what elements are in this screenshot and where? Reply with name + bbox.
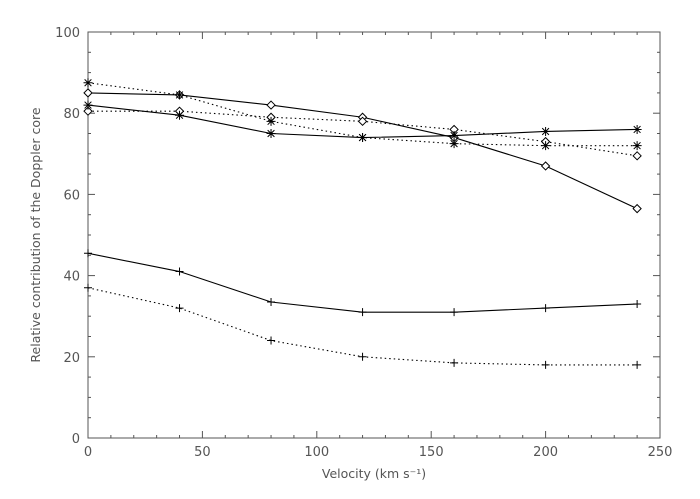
x-axis-label: Velocity (km s⁻¹) — [322, 466, 426, 481]
series-asterisk-dotted — [83, 78, 642, 151]
asterisk-marker — [449, 131, 459, 141]
plus-marker — [175, 267, 184, 276]
diamond-marker — [357, 116, 368, 127]
asterisk-marker — [632, 141, 642, 151]
diamond-marker — [632, 151, 642, 161]
asterisk-marker — [632, 124, 642, 134]
asterisk-marker — [266, 129, 276, 138]
diamond-marker — [83, 106, 93, 116]
asterisk-marker — [358, 133, 368, 143]
y-tick-label: 60 — [63, 188, 80, 203]
series-line-diamond-solid — [87, 92, 638, 210]
plus-marker — [450, 308, 459, 317]
series-plus-dotted — [84, 283, 642, 369]
x-tick-label: 0 — [84, 445, 92, 460]
plus-marker — [450, 358, 459, 367]
diamond-marker — [632, 203, 642, 214]
plus-marker — [267, 336, 276, 345]
asterisk-marker — [449, 139, 459, 149]
series-plus-solid — [84, 249, 642, 317]
plus-marker — [358, 352, 367, 361]
plus-marker — [633, 360, 642, 369]
diamond-marker — [83, 88, 93, 98]
plus-marker — [358, 308, 367, 317]
y-tick-label: 0 — [72, 432, 80, 447]
plus-marker — [633, 300, 642, 309]
x-tick-label: 150 — [419, 445, 444, 460]
asterisk-marker — [83, 100, 93, 110]
y-tick-label: 80 — [63, 107, 80, 122]
x-tick-label: 250 — [648, 445, 673, 460]
x-tick-label: 50 — [194, 445, 211, 460]
diamond-marker — [266, 100, 276, 110]
plot-frame-box — [87, 31, 661, 439]
y-tick-label: 40 — [63, 270, 80, 285]
series-line-plus-solid — [87, 252, 638, 313]
y-tick-label: 100 — [55, 26, 80, 41]
series-diamond-solid — [83, 88, 642, 214]
asterisk-marker — [541, 126, 551, 136]
plus-marker — [84, 283, 92, 292]
y-tick-label: 20 — [63, 351, 80, 366]
asterisk-marker — [175, 110, 185, 120]
plus-marker — [84, 249, 92, 258]
series-layer — [83, 78, 642, 369]
asterisk-marker — [541, 141, 551, 151]
plus-marker — [267, 297, 276, 306]
axis-ticks: 0 50 100 150 200 250 0 20 40 60 80 100 — [55, 26, 672, 460]
plot-frame — [87, 31, 661, 439]
asterisk-marker — [175, 90, 185, 100]
asterisk-marker — [83, 78, 93, 88]
plus-marker — [541, 304, 550, 313]
y-axis-label: Relative contribution of the Doppler cor… — [28, 107, 43, 362]
plus-marker — [175, 304, 184, 313]
diamond-marker — [540, 161, 551, 171]
asterisk-marker — [266, 116, 276, 126]
x-tick-label: 100 — [304, 445, 329, 460]
plus-marker — [541, 360, 550, 369]
x-tick-label: 200 — [533, 445, 558, 460]
